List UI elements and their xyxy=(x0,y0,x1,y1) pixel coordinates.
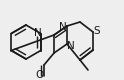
Text: N: N xyxy=(59,22,67,32)
Text: O: O xyxy=(35,70,43,80)
Text: N: N xyxy=(67,41,75,51)
Text: N: N xyxy=(34,28,42,38)
Text: S: S xyxy=(94,26,100,36)
